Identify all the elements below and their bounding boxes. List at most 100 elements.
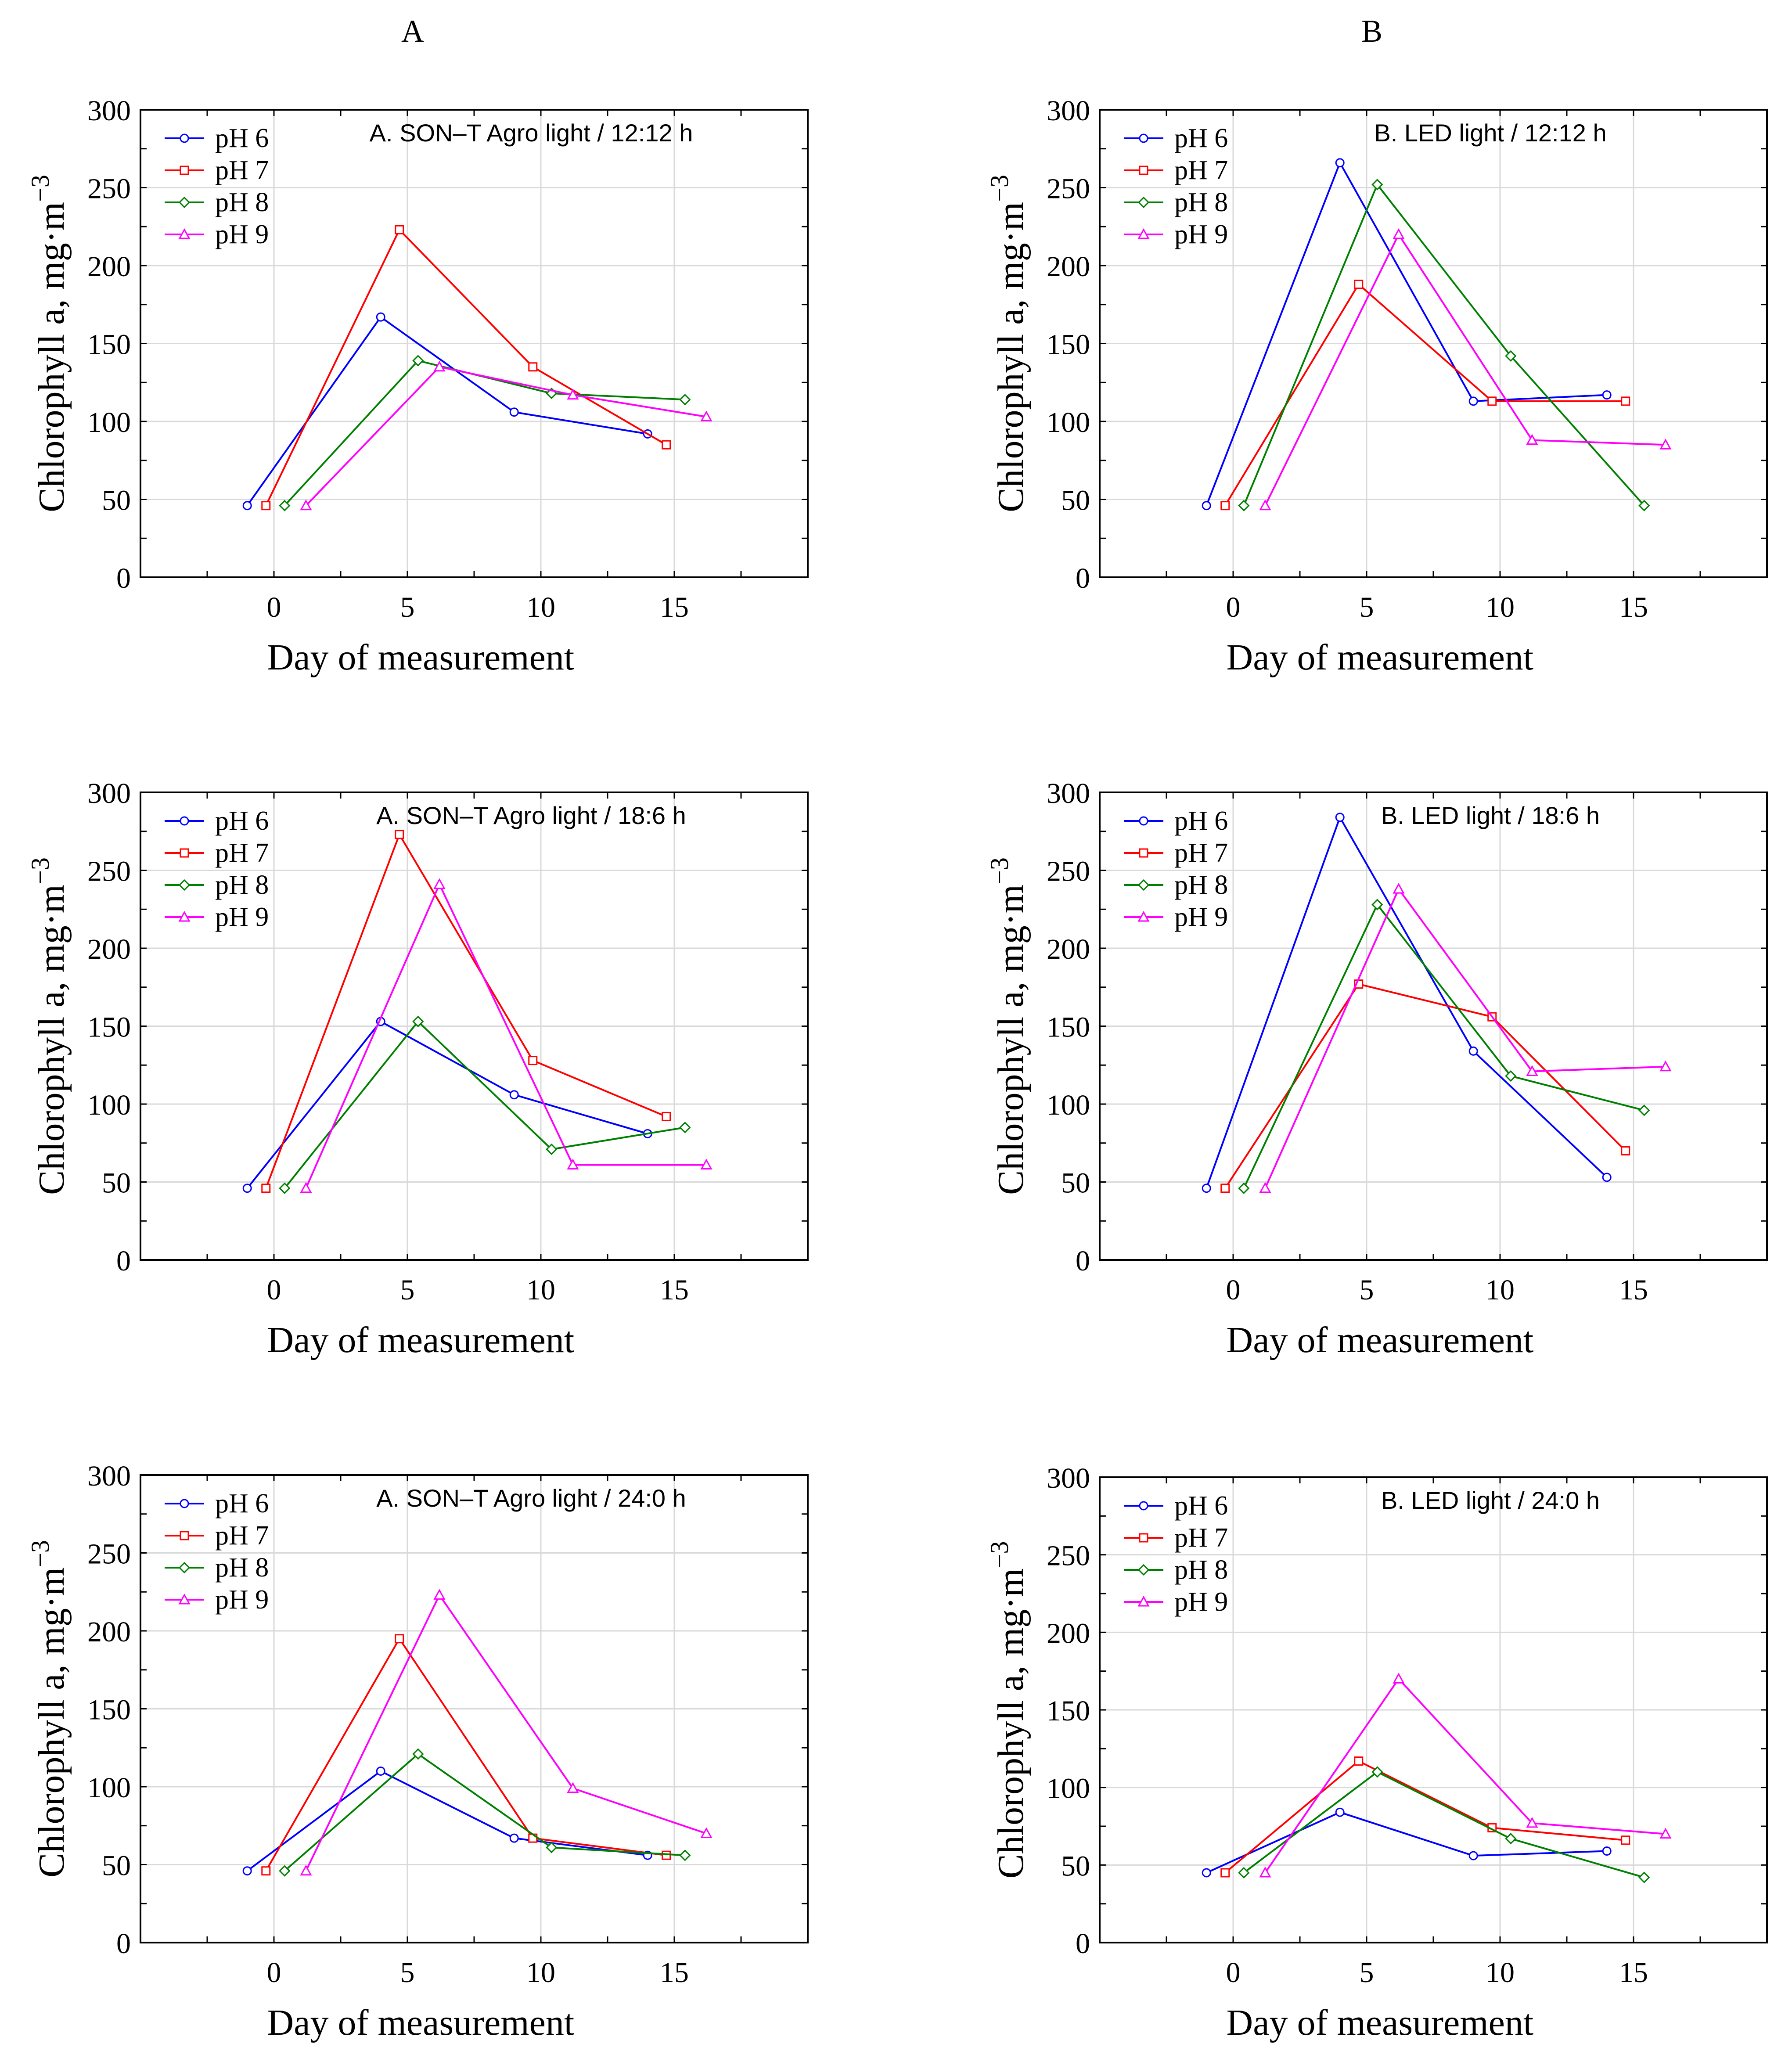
series-ph-6	[1202, 813, 1612, 1193]
chart-title: A. SON–T Agro light / 12:12 h	[370, 119, 693, 147]
data-point-ph-6	[242, 501, 252, 511]
series-line-ph-7	[1224, 283, 1626, 506]
y-axis-label: Chlorophyll a, mg·m−3	[985, 175, 1031, 512]
data-point-ph-9	[300, 499, 312, 511]
y-tick-label: 50	[1061, 1850, 1090, 1882]
legend-marker-ph-9	[178, 228, 191, 239]
data-point-ph-7	[662, 1112, 671, 1121]
y-axis-label-text: Chlorophyll a, mg·m	[31, 885, 72, 1195]
data-point-ph-7	[1621, 1835, 1630, 1845]
series-ph-7	[261, 830, 671, 1193]
plot-frame	[1099, 792, 1768, 1261]
y-tick-label: 0	[1076, 1245, 1090, 1277]
y-tick-label: 0	[116, 562, 131, 594]
data-point-ph-8	[412, 1015, 424, 1027]
legend-marker-ph-6	[1139, 816, 1148, 826]
y-axis-label-superscript: −3	[26, 175, 54, 202]
x-tick-label: 15	[1619, 591, 1648, 623]
series-line-ph-8	[1243, 903, 1644, 1189]
legend-label-ph-8: pH 8	[1174, 1555, 1228, 1585]
series-ph-6	[242, 312, 652, 511]
x-tick-label: 0	[1226, 1274, 1241, 1306]
chart-title: A. SON–T Agro light / 24:0 h	[376, 1484, 686, 1512]
legend-label-ph-6: pH 6	[1174, 123, 1228, 153]
legend-marker-ph-7	[180, 166, 189, 175]
legend-label-ph-9: pH 9	[215, 902, 269, 932]
chart-panel-5: 0 50 100 150 200 250 300 0 5 10 15 Day of measureme…	[26, 1460, 809, 2043]
series-line-ph-6	[1206, 1811, 1607, 1874]
x-tick-label: 5	[400, 1274, 415, 1306]
legend-label-ph-9: pH 9	[215, 1585, 269, 1615]
y-axis-label: Chlorophyll a, mg·m−3	[985, 1541, 1031, 1879]
plot-frame	[140, 1474, 809, 1943]
series-line-ph-6	[246, 1020, 648, 1189]
x-tick-label: 5	[1360, 591, 1374, 623]
y-axis-label-text: Chlorophyll a, mg·m	[990, 202, 1031, 512]
data-point-ph-7	[395, 830, 404, 839]
x-tick-label: 0	[1226, 591, 1241, 623]
data-point-ph-7	[1220, 1184, 1230, 1193]
series-line-ph-8	[284, 360, 685, 507]
legend-marker-ph-7	[180, 848, 189, 858]
y-tick-label: 150	[1047, 1011, 1090, 1043]
x-tick-label: 15	[660, 591, 689, 623]
y-tick-label: 150	[87, 329, 131, 361]
legend-marker-ph-6	[180, 133, 189, 143]
series-ph-6	[1202, 158, 1612, 511]
legend-marker-ph-6	[1139, 1501, 1148, 1511]
y-tick-label: 50	[1061, 485, 1090, 517]
y-tick-label: 0	[116, 1245, 131, 1277]
y-tick-label: 300	[87, 1460, 131, 1492]
data-point-ph-6	[1335, 1807, 1345, 1817]
y-axis-label: Chlorophyll a, mg·m−3	[26, 1540, 72, 1878]
series-line-ph-7	[1224, 983, 1626, 1189]
data-point-ph-7	[261, 1184, 271, 1193]
x-tick-label: 15	[660, 1274, 689, 1306]
column-header-a: A	[401, 14, 424, 49]
series-line-ph-6	[1205, 815, 1608, 1189]
legend-label-ph-7: pH 7	[1174, 1523, 1228, 1553]
series-ph-8	[1238, 179, 1650, 511]
y-tick-label: 50	[1061, 1167, 1090, 1199]
data-point-ph-6	[1335, 158, 1345, 168]
y-tick-label: 100	[1047, 1089, 1090, 1121]
data-point-ph-8	[279, 1182, 291, 1194]
series-line-ph-9	[1264, 1677, 1666, 1874]
legend-marker-ph-9	[178, 910, 191, 922]
y-tick-label: 0	[1076, 562, 1090, 594]
data-point-ph-6	[509, 407, 519, 417]
y-axis-label: Chlorophyll a, mg·m−3	[26, 857, 72, 1195]
data-point-ph-6	[376, 1767, 385, 1776]
chart-panel-3: 0 50 100 150 200 250 300 0 5 10 15 Day of measureme…	[26, 777, 809, 1360]
data-point-ph-8	[1638, 1105, 1650, 1116]
x-tick-label: 5	[400, 591, 415, 623]
series-line-ph-7	[265, 832, 667, 1189]
data-point-ph-9	[1259, 1182, 1271, 1193]
y-tick-label: 300	[1047, 95, 1090, 127]
data-point-ph-9	[1659, 439, 1672, 450]
chart-title: A. SON–T Agro light / 18:6 h	[376, 802, 686, 829]
y-tick-label: 100	[1047, 407, 1090, 439]
legend-marker-ph-8	[1137, 1564, 1150, 1576]
x-axis-label: Day of measurement	[1227, 1320, 1534, 1360]
chart-title: B. LED light / 24:0 h	[1381, 1486, 1600, 1514]
plot-frame	[1099, 109, 1768, 578]
legend-marker-ph-7	[1139, 848, 1148, 858]
series-ph-8	[1238, 1766, 1650, 1883]
data-point-ph-7	[395, 225, 404, 234]
y-tick-label: 150	[1047, 1695, 1090, 1727]
data-point-ph-8	[1505, 1070, 1517, 1082]
data-point-ph-6	[1468, 1851, 1478, 1860]
x-tick-label: 0	[267, 1274, 281, 1306]
legend-label-ph-9: pH 9	[1174, 902, 1228, 932]
y-tick-label: 100	[87, 1089, 131, 1121]
data-point-ph-6	[509, 1833, 519, 1843]
legend: pH 6pH 7pH 8pH 9	[1124, 123, 1228, 249]
legend-label-ph-9: pH 9	[215, 219, 269, 249]
y-axis-label: Chlorophyll a, mg·m−3	[26, 175, 72, 512]
y-axis-label-superscript: −3	[26, 857, 54, 885]
series-ph-8	[1238, 899, 1650, 1194]
series-line-ph-9	[1264, 232, 1666, 506]
legend-label-ph-8: pH 8	[1174, 870, 1228, 900]
data-point-ph-7	[1487, 396, 1497, 406]
